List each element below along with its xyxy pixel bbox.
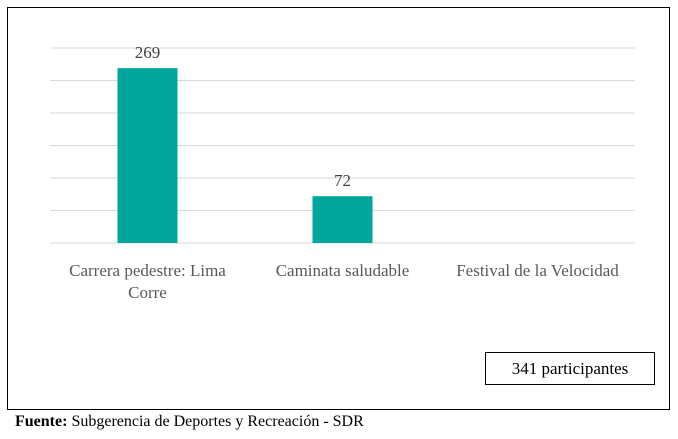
x-tick-label: Festival de la Velocidad bbox=[456, 261, 619, 280]
x-tick-label: Carrera pedestre: Lima Corre bbox=[69, 261, 226, 302]
annotation: 341 participantes bbox=[485, 352, 655, 385]
bar bbox=[312, 196, 373, 243]
value-label: 269 bbox=[135, 43, 161, 62]
value-label: 72 bbox=[334, 171, 351, 190]
bar bbox=[117, 68, 178, 244]
source: Fuente: Subgerencia de Deportes y Recrea… bbox=[15, 413, 364, 431]
x-tick-label: Caminata saludable bbox=[275, 261, 410, 280]
source-text: Subgerencia de Deportes y Recreación - S… bbox=[71, 413, 364, 430]
chart-frame bbox=[7, 7, 670, 410]
source-label: Fuente: bbox=[15, 413, 68, 430]
